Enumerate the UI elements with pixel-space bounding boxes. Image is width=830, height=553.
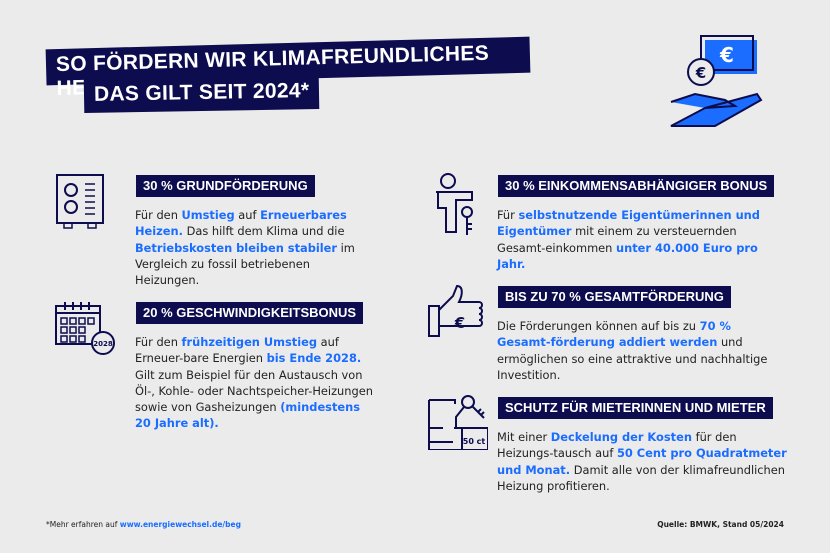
section-heading: 30 % EINKOMMENSABHÄNGIGER BONUS xyxy=(498,175,775,197)
section-text: Die Förderungen können auf bis zu 70 % G… xyxy=(497,319,768,382)
hand-money-icon: € € xyxy=(670,35,763,127)
website-link[interactable]: www.energiewechsel.de/beg xyxy=(119,520,241,529)
footer-note: *Mehr erfahren auf www.energiewechsel.de… xyxy=(46,520,241,529)
source-note: Quelle: BMWK, Stand 05/2024 xyxy=(657,520,784,529)
owner-key-icon xyxy=(436,173,473,235)
section-text: Mit einer Deckelung der Kosten für den H… xyxy=(497,430,787,493)
svg-text:€: € xyxy=(695,64,706,82)
svg-text:50 ct: 50 ct xyxy=(463,437,486,446)
svg-text:2028: 2028 xyxy=(93,340,113,348)
section-heading: 20 % GESCHWINDIGKEITSBONUS xyxy=(136,302,364,324)
section-heading: BIS ZU 70 % GESAMTFÖRDERUNG xyxy=(498,286,731,308)
thumbs-up-euro-icon: € xyxy=(428,284,483,337)
title-line-2: DAS GILT SEIT 2024* xyxy=(83,74,320,114)
section-text: Für den frühzeitigen Umstieg auf Erneuer… xyxy=(135,335,373,431)
svg-text:€: € xyxy=(454,314,465,332)
section-heading: 30 % GRUNDFÖRDERUNG xyxy=(136,175,315,197)
svg-text:€: € xyxy=(719,43,734,67)
calendar-icon: 2028 xyxy=(55,302,115,355)
section-text: Für den Umstieg auf Erneuerbares Heizen.… xyxy=(135,208,355,288)
apartment-key-icon: 50 ct xyxy=(428,395,488,450)
section-heading: SCHUTZ FÜR MIETERINNEN UND MIETER xyxy=(498,397,773,419)
section-text: Für selbstnutzende Eigentümerinnen und E… xyxy=(497,208,760,271)
heat-pump-icon xyxy=(56,174,104,229)
